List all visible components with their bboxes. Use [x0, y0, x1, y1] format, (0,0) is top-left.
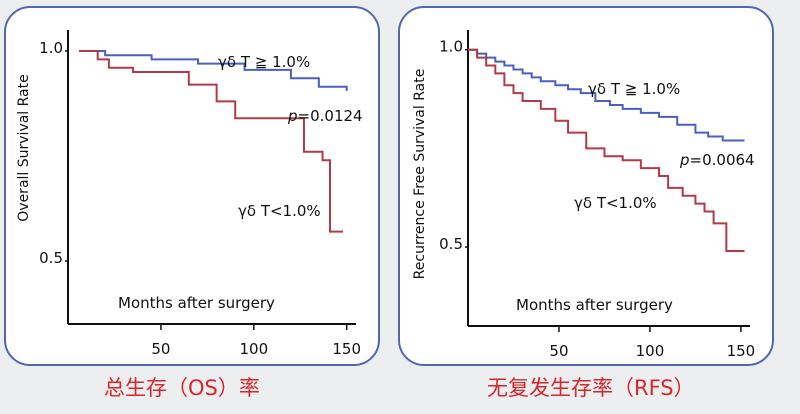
os-series-low-label: γδ T<1.0%	[238, 202, 321, 220]
os-y-axis-label: Overall Survival Rate	[16, 74, 32, 221]
rfs-series-high-label: γδ T ≧ 1.0%	[588, 80, 680, 98]
os-p-number: =0.0124	[298, 107, 363, 125]
rfs-p-symbol: p	[679, 151, 690, 169]
os-p-value: p=0.0124	[287, 107, 363, 125]
os-caption: 总生存（OS）率	[104, 376, 260, 400]
rfs-x-tick-label: 100	[636, 342, 665, 360]
os-series-low-line	[79, 50, 343, 233]
rfs-series-low-line	[468, 48, 745, 253]
os-y-tick-label: 1.0	[39, 39, 63, 57]
rfs-chart-panel: 50 100 150 0.5 1.0 Recurrence Free Survival R…	[398, 6, 774, 366]
rfs-p-value: p=0.0064	[679, 151, 755, 169]
rfs-caption: 无复发生存率（RFS）	[487, 376, 695, 400]
os-p-symbol: p	[287, 107, 298, 125]
rfs-y-axis-label: Recurrence Free Survival Rate	[412, 69, 428, 280]
rfs-y-tick-label: 0.5	[439, 235, 463, 253]
os-x-tick-label: 150	[332, 340, 361, 358]
rfs-x-axis-label: Months after surgery	[516, 296, 673, 314]
os-x-axis-label: Months after surgery	[118, 294, 275, 312]
rfs-p-number: =0.0064	[690, 151, 755, 169]
rfs-series-low-label: γδ T<1.0%	[574, 194, 657, 212]
os-series-high-label: γδ T ≧ 1.0%	[218, 53, 310, 71]
os-kaplan-meier-chart: 50 100 150 0.5 1.0 Overall Survival Rate Month…	[16, 30, 363, 358]
os-y-tick-label: 0.5	[39, 249, 63, 267]
os-x-tick-label: 50	[151, 340, 170, 358]
rfs-y-tick-label: 1.0	[439, 38, 463, 56]
rfs-x-tick-label: 50	[549, 342, 568, 360]
os-x-tick-label: 100	[239, 340, 268, 358]
os-series-high-line	[79, 50, 348, 91]
os-chart-panel: 50 100 150 0.5 1.0 Overall Survival Rate Month…	[4, 6, 380, 366]
rfs-x-tick-label: 150	[727, 342, 756, 360]
rfs-series-high-line	[468, 48, 745, 142]
rfs-kaplan-meier-chart: 50 100 150 0.5 1.0 Recurrence Free Survival R…	[412, 30, 756, 360]
